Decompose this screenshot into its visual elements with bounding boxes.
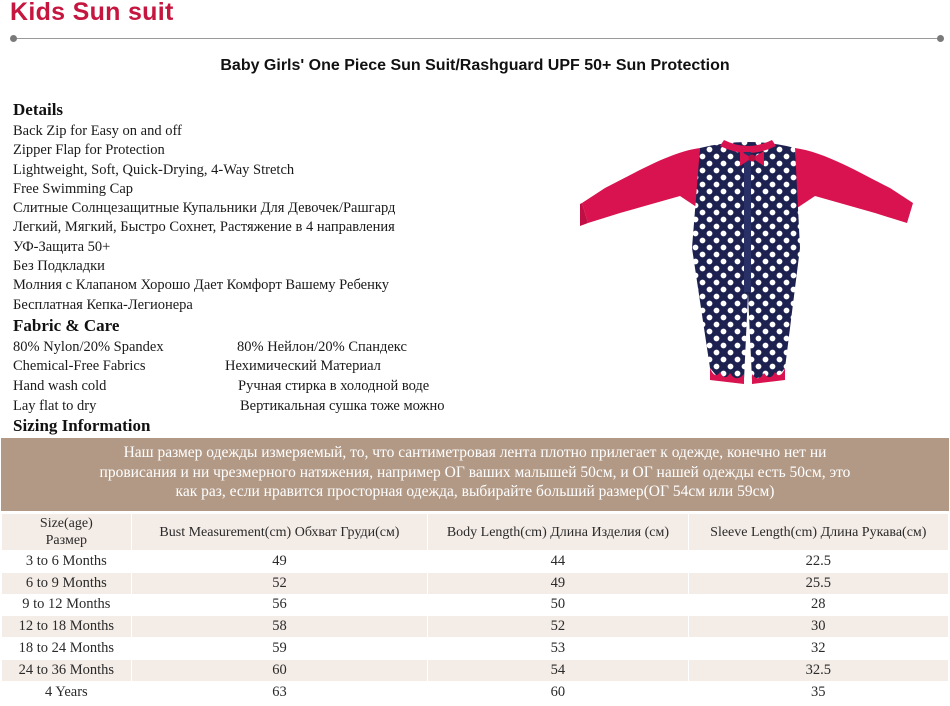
size-cell: 3 to 6 Months (2, 551, 131, 572)
size-table-header: Size(age) Размер Bust Measurement(cm) Об… (2, 514, 948, 550)
body-cell: 52 (428, 616, 688, 638)
details-list: Back Zip for Easy on and off Zipper Flap… (13, 122, 395, 315)
details-item: Молния с Клапаном Хорошо Дает Комфорт Ва… (13, 277, 389, 294)
table-row: 4 Years 63 60 35 (2, 681, 948, 703)
table-row: 9 to 12 Months 56 50 28 (2, 594, 948, 616)
size-cell: 18 to 24 Months (2, 638, 131, 659)
sleeve-cell: 28 (688, 594, 948, 616)
fabric-ru: Ручная стирка в холодной воде (238, 378, 430, 394)
sleeve-cell: 30 (688, 616, 948, 638)
fabric-en: 80% Nylon/20% Spandex (13, 339, 164, 355)
size-column-header: Size(age) Размер (2, 514, 131, 550)
details-item: Легкий, Мягкий, Быстро Сохнет, Растяжени… (13, 219, 395, 236)
bust-cell: 56 (131, 594, 428, 616)
body-cell: 49 (428, 572, 688, 594)
table-row: 18 to 24 Months 59 53 32 (2, 638, 948, 659)
size-cell: 4 Years (2, 681, 131, 703)
table-row: 3 to 6 Months 49 44 22.5 (2, 551, 948, 572)
sleeve-column-header: Sleeve Length(cm) Длина Рукава(см) (688, 514, 948, 550)
fabric-row: 80% Nylon/20% Spandex 80% Нейлон/20% Спа… (13, 339, 613, 359)
details-item: Lightweight, Soft, Quick-Drying, 4-Way S… (13, 161, 295, 178)
body-cell: 44 (428, 551, 688, 572)
fabric-row: Lay flat to dry Вертикальная сушка тоже … (13, 398, 613, 418)
bust-cell: 63 (131, 681, 428, 703)
details-item: Слитные Солнцезащитные Купальники Для Де… (13, 200, 396, 217)
details-item: Без Подкладки (13, 258, 105, 275)
title-divider (12, 38, 940, 39)
body-cell: 53 (428, 638, 688, 659)
fabric-care-heading: Fabric & Care (13, 316, 120, 335)
brand-title: Kids Sun suit (10, 0, 174, 26)
details-heading: Details (13, 100, 64, 119)
bust-cell: 49 (131, 551, 428, 572)
sleeve-cell: 32 (688, 638, 948, 659)
size-cell: 9 to 12 Months (2, 594, 131, 616)
bust-cell: 59 (131, 638, 428, 659)
details-item: Free Swimming Cap (13, 180, 134, 197)
bust-cell: 52 (131, 572, 428, 594)
body-cell: 50 (428, 594, 688, 616)
table-row: 12 to 18 Months 58 52 30 (2, 616, 948, 638)
divider-right-dot (937, 35, 944, 42)
fabric-ru: Вертикальная сушка тоже можно (240, 398, 445, 414)
body-cell: 60 (428, 681, 688, 703)
bust-cell: 60 (131, 659, 428, 681)
fabric-row: Hand wash cold Ручная стирка в холодной … (13, 378, 613, 398)
sleeve-cell: 22.5 (688, 551, 948, 572)
sizing-note-line: провисания и ни чрезмерного натяжения, н… (99, 463, 851, 481)
sizing-note-line: Наш размер одежды измеряемый, то, что са… (123, 444, 827, 461)
fabric-en: Hand wash cold (13, 378, 107, 394)
size-header-en: Size(age) (39, 516, 93, 531)
bust-column-header: Bust Measurement(cm) Обхват Груди(см) (131, 514, 428, 550)
size-cell: 12 to 18 Months (2, 616, 131, 638)
sleeve-cell: 32.5 (688, 659, 948, 681)
sun-suit-product-image (580, 140, 913, 384)
product-title: Baby Girls' One Piece Sun Suit/Rashguard… (220, 57, 730, 74)
details-item: Бесплатная Кепка-Легионера (13, 296, 193, 313)
size-header-ru: Размер (45, 533, 88, 548)
fabric-en: Chemical-Free Fabrics (13, 358, 146, 374)
sleeve-cell: 35 (688, 681, 948, 703)
body-column-header: Body Length(cm) Длина Изделия (см) (428, 514, 688, 550)
sizing-note: Наш размер одежды измеряемый, то, что са… (1, 438, 949, 511)
size-cell: 24 to 36 Months (2, 659, 131, 681)
sizing-heading: Sizing Information (13, 416, 151, 435)
fabric-ru: Нехимический Материал (225, 358, 381, 374)
table-row: 6 to 9 Months 52 49 25.5 (2, 572, 948, 594)
fabric-en: Lay flat to dry (13, 398, 97, 414)
sleeve-cell: 25.5 (688, 572, 948, 594)
fabric-ru: 80% Нейлон/20% Спандекс (237, 339, 407, 355)
table-row: 24 to 36 Months 60 54 32.5 (2, 659, 948, 681)
details-item: УФ-Защита 50+ (13, 238, 111, 255)
body-cell: 54 (428, 659, 688, 681)
sizing-note-line: как раз, если нравится просторная одежда… (175, 483, 775, 500)
bust-cell: 58 (131, 616, 428, 638)
divider-left-dot (10, 35, 17, 42)
details-item: Zipper Flap for Protection (13, 142, 165, 159)
size-cell: 6 to 9 Months (2, 572, 131, 594)
details-item: Back Zip for Easy on and off (13, 123, 182, 139)
size-table: Size(age) Размер Bust Measurement(cm) Об… (1, 513, 949, 704)
fabric-row: Chemical-Free Fabrics Нехимический Матер… (13, 358, 613, 378)
